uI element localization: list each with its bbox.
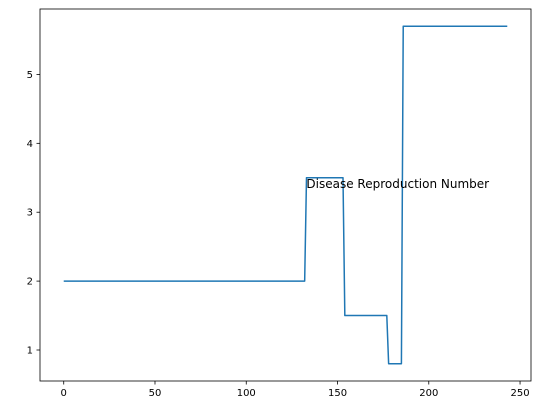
y-tick-label: 4 (27, 139, 33, 150)
series-line-0 (63, 25, 508, 365)
y-tick-label: 5 (27, 70, 33, 81)
plot-area (39, 8, 532, 382)
x-tick-label: 0 (61, 388, 67, 399)
series-layer (63, 25, 508, 365)
x-axis: 0 50 100 150 200 250 (61, 381, 530, 399)
x-tick-label: 100 (237, 388, 256, 399)
y-tick-label: 1 (27, 346, 33, 357)
x-tick-label: 250 (511, 388, 530, 399)
y-axis: 1 2 3 4 5 (27, 70, 40, 357)
y-tick-label: 3 (27, 208, 33, 219)
x-tick-label: 50 (149, 388, 162, 399)
axes-frame (39, 8, 532, 382)
y-tick-label: 2 (27, 277, 33, 288)
x-tick-label: 150 (328, 388, 347, 399)
x-tick-label: 200 (419, 388, 438, 399)
annotation-label: Disease Reproduction Number (306, 177, 489, 191)
